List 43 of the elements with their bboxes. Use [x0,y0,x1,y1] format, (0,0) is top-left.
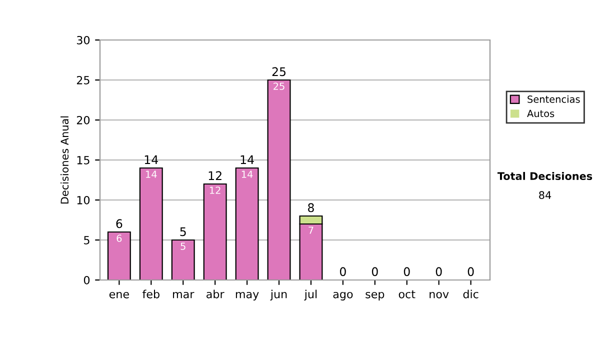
data-label: 14 [146,170,157,178]
x-tick-label: ene [109,292,129,298]
x-tick-label: mar [173,292,194,298]
total-label: 12 [208,171,222,180]
y-tick-label: 10 [77,196,90,204]
x-tick-label: jul [304,290,317,300]
total-label: 0 [340,267,346,276]
legend-label: Autos [527,110,554,118]
y-tick-label: 5 [84,236,90,244]
x-tick-label: dic [463,290,478,298]
y-axis-title: Decisiones Anual [60,116,69,204]
x-tick-label: feb [142,290,160,298]
total-label: 25 [272,67,286,76]
total-label: 0 [404,267,410,276]
text: Total Decisiones [497,172,592,180]
text: 84 [539,191,552,200]
data-label: 5 [180,242,186,250]
x-tick-label: may [236,292,259,300]
x-tick-label: ago [333,292,353,300]
y-tick-label: 25 [76,76,90,84]
data-label: 7 [308,226,314,234]
data-label: 25 [274,82,284,90]
x-tick-label: abr [206,290,224,298]
data-label: 6 [116,234,122,242]
total-label: 8 [308,203,314,212]
total-label: 0 [468,267,474,276]
total-label: 5 [180,227,186,236]
y-tick-label: 15 [77,156,90,164]
data-label: 12 [210,186,220,194]
total-label: 0 [436,267,442,276]
x-tick-label: nov [430,292,449,298]
y-tick-label: 20 [76,116,90,124]
total-label: 14 [240,155,254,164]
total-label: 6 [116,219,122,228]
total-label: 14 [144,155,158,164]
total-label: 0 [372,267,378,276]
y-tick-label: 0 [84,276,90,284]
x-tick-label: jun [270,290,287,300]
x-tick-label: oct [398,290,416,298]
data-label: 14 [242,170,253,178]
legend-label: Sentencias [528,95,580,103]
x-tick-label: sep [366,292,384,300]
y-tick-label: 30 [76,36,90,44]
